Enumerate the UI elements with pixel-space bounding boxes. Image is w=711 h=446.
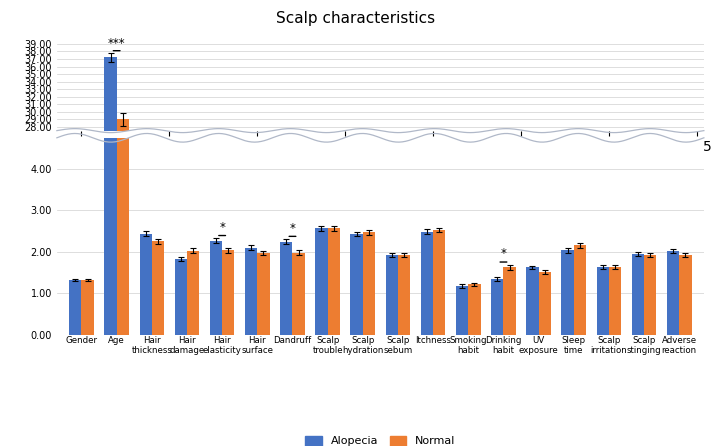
Bar bbox=[609, 267, 621, 334]
Bar bbox=[433, 319, 445, 338]
Bar bbox=[433, 230, 445, 334]
Bar bbox=[257, 323, 269, 338]
Text: ***: *** bbox=[108, 37, 125, 50]
Bar bbox=[210, 321, 222, 338]
Bar bbox=[456, 329, 469, 338]
Bar bbox=[351, 234, 363, 334]
Text: *: * bbox=[501, 248, 506, 260]
Text: *: * bbox=[219, 221, 225, 234]
Bar bbox=[644, 323, 656, 338]
Bar bbox=[491, 280, 503, 334]
Bar bbox=[562, 250, 574, 334]
Bar bbox=[280, 321, 292, 338]
Bar bbox=[597, 268, 609, 334]
Bar bbox=[117, 0, 129, 334]
Bar bbox=[421, 232, 433, 334]
Bar bbox=[491, 328, 503, 338]
Bar bbox=[644, 255, 656, 334]
Bar bbox=[385, 323, 398, 338]
Bar bbox=[679, 255, 692, 334]
Bar bbox=[210, 241, 222, 334]
Bar bbox=[351, 320, 363, 338]
Bar bbox=[421, 319, 433, 338]
Bar bbox=[187, 251, 199, 334]
Bar bbox=[328, 318, 340, 338]
Bar bbox=[117, 120, 129, 338]
Bar bbox=[526, 326, 539, 338]
Bar bbox=[222, 322, 235, 338]
Bar bbox=[82, 280, 94, 334]
Bar bbox=[562, 322, 574, 338]
Bar bbox=[469, 329, 481, 338]
Bar bbox=[363, 319, 375, 338]
Bar bbox=[152, 241, 164, 334]
Bar bbox=[574, 245, 586, 334]
Bar bbox=[257, 253, 269, 334]
Bar bbox=[679, 323, 692, 338]
Bar bbox=[82, 328, 94, 338]
Bar bbox=[245, 322, 257, 338]
Bar bbox=[175, 324, 187, 338]
Bar bbox=[539, 326, 551, 338]
Bar bbox=[574, 322, 586, 338]
Bar bbox=[632, 323, 644, 338]
Bar bbox=[385, 255, 398, 334]
Bar bbox=[667, 323, 679, 338]
Bar bbox=[597, 326, 609, 338]
Bar bbox=[363, 232, 375, 334]
Bar bbox=[526, 268, 539, 334]
Bar bbox=[503, 268, 515, 334]
Legend: Alopecia, Normal: Alopecia, Normal bbox=[301, 431, 460, 446]
Bar bbox=[316, 228, 328, 334]
Bar bbox=[609, 326, 621, 338]
Bar bbox=[469, 285, 481, 334]
Bar bbox=[316, 318, 328, 338]
Bar bbox=[539, 272, 551, 334]
Bar bbox=[187, 323, 199, 338]
Bar bbox=[456, 286, 469, 334]
Bar bbox=[105, 0, 117, 334]
Bar bbox=[398, 323, 410, 338]
Bar bbox=[328, 228, 340, 334]
Bar bbox=[175, 259, 187, 334]
Bar bbox=[292, 253, 305, 334]
Bar bbox=[222, 251, 235, 334]
Bar bbox=[245, 248, 257, 334]
Bar bbox=[69, 280, 82, 334]
Bar bbox=[292, 323, 305, 338]
Bar bbox=[280, 242, 292, 334]
Bar bbox=[69, 328, 82, 338]
Bar bbox=[398, 255, 410, 334]
Bar bbox=[152, 321, 164, 338]
Bar bbox=[503, 326, 515, 338]
Text: *: * bbox=[289, 222, 295, 235]
Bar bbox=[105, 58, 117, 338]
Text: Scalp characteristics: Scalp characteristics bbox=[276, 11, 435, 26]
Bar bbox=[667, 251, 679, 334]
Bar bbox=[632, 254, 644, 334]
Bar bbox=[139, 234, 152, 334]
Bar bbox=[139, 320, 152, 338]
